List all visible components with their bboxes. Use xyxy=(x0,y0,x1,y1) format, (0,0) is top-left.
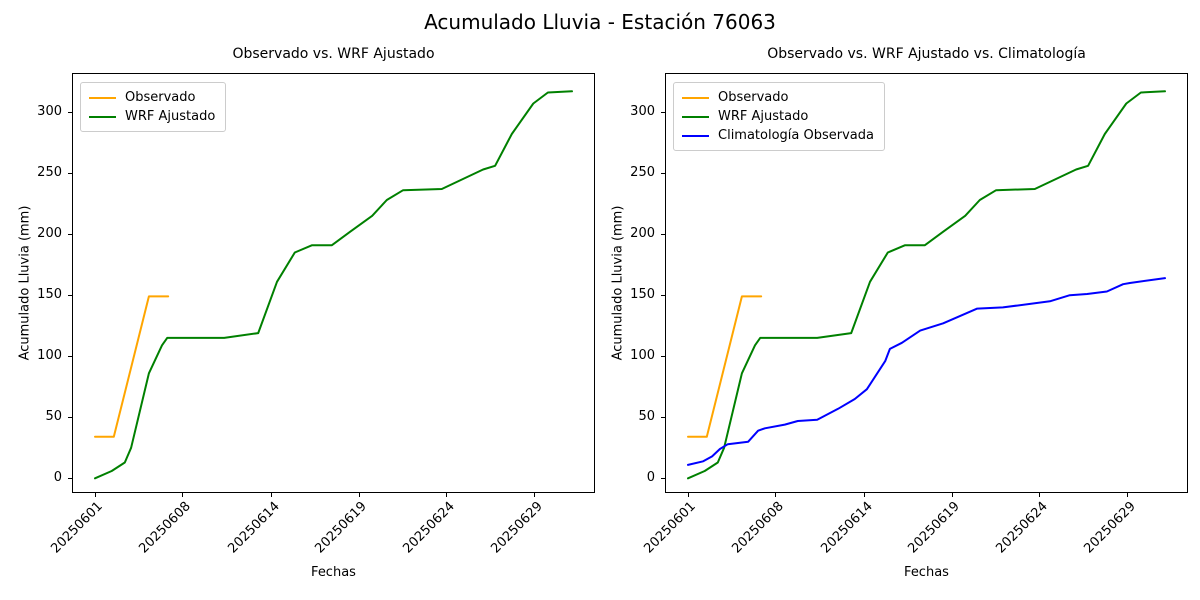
y-tick-label: 200 xyxy=(630,226,655,242)
series-line-climatolog-a-observada xyxy=(687,277,1166,466)
y-tick-label: 50 xyxy=(45,409,62,425)
y-tick-mark xyxy=(661,172,665,174)
left-subplot: Observado vs. WRF Ajustado Acumulado Llu… xyxy=(18,46,595,580)
y-tick-mark xyxy=(661,111,665,113)
y-tick-mark xyxy=(661,355,665,357)
y-tick-label: 250 xyxy=(630,165,655,181)
y-tick-mark xyxy=(68,477,72,479)
series-line-wrf-ajustado xyxy=(94,90,573,480)
y-tick-mark xyxy=(68,233,72,235)
legend-entry: WRF Ajustado xyxy=(682,107,874,126)
x-tick-label: 20250629 xyxy=(488,499,546,557)
legend-label: Observado xyxy=(125,90,196,105)
series-line-observado xyxy=(94,295,170,438)
x-tick-mark xyxy=(1127,493,1129,497)
legend-entry: Observado xyxy=(89,88,215,107)
legend-line-swatch xyxy=(682,115,709,118)
x-tick-label: 20250619 xyxy=(905,499,963,557)
x-tick-mark xyxy=(864,493,866,497)
x-tick-mark xyxy=(182,493,184,497)
x-tick-mark xyxy=(94,493,96,497)
legend-entry: Climatología Observada xyxy=(682,126,874,145)
y-tick-mark xyxy=(68,111,72,113)
x-tick-label: 20250608 xyxy=(136,499,194,557)
y-tick-mark xyxy=(68,172,72,174)
y-tick-label: 0 xyxy=(53,470,62,486)
right-x-axis-label: Fechas xyxy=(904,565,949,580)
y-tick-label: 50 xyxy=(638,409,655,425)
left-x-axis-label: Fechas xyxy=(311,565,356,580)
right-subplot: Observado vs. WRF Ajustado vs. Climatolo… xyxy=(611,46,1188,580)
y-tick-label: 150 xyxy=(630,287,655,303)
x-tick-mark xyxy=(775,493,777,497)
x-tick-mark xyxy=(951,493,953,497)
right-legend: Observado WRF Ajustado Climatología Observ… xyxy=(673,82,885,151)
x-tick-label: 20250601 xyxy=(48,499,106,557)
y-tick-label: 150 xyxy=(37,287,62,303)
y-tick-label: 100 xyxy=(37,348,62,364)
left-plot-lines xyxy=(94,90,573,480)
y-tick-label: 300 xyxy=(37,104,62,120)
x-tick-label: 20250608 xyxy=(729,499,787,557)
x-tick-label: 20250614 xyxy=(225,499,283,557)
legend-label: WRF Ajustado xyxy=(718,109,809,124)
left-subplot-title: Observado vs. WRF Ajustado xyxy=(232,46,435,62)
x-tick-mark xyxy=(1039,493,1041,497)
x-tick-label: 20250624 xyxy=(993,499,1051,557)
x-tick-mark xyxy=(687,493,689,497)
y-tick-mark xyxy=(661,294,665,296)
y-tick-label: 100 xyxy=(630,348,655,364)
right-subplot-title: Observado vs. WRF Ajustado vs. Climatolo… xyxy=(767,46,1086,62)
y-tick-mark xyxy=(661,416,665,418)
y-tick-mark xyxy=(68,416,72,418)
x-tick-label: 20250601 xyxy=(641,499,699,557)
series-line-wrf-ajustado xyxy=(687,90,1166,480)
y-tick-mark xyxy=(661,477,665,479)
x-tick-label: 20250619 xyxy=(312,499,370,557)
y-tick-label: 300 xyxy=(630,104,655,120)
x-tick-label: 20250614 xyxy=(818,499,876,557)
right-plot-lines xyxy=(687,90,1166,480)
y-tick-label: 250 xyxy=(37,165,62,181)
x-tick-mark xyxy=(358,493,360,497)
y-tick-mark xyxy=(661,233,665,235)
y-tick-label: 0 xyxy=(646,470,655,486)
legend-label: Observado xyxy=(718,90,789,105)
series-line-observado xyxy=(687,295,763,438)
legend-line-swatch xyxy=(682,134,709,137)
legend-label: WRF Ajustado xyxy=(125,109,216,124)
x-tick-mark xyxy=(446,493,448,497)
legend-line-swatch xyxy=(682,96,709,99)
legend-entry: Observado xyxy=(682,88,874,107)
figure-title: Acumulado Lluvia - Estación 76063 xyxy=(424,10,776,34)
y-tick-mark xyxy=(68,294,72,296)
legend-line-swatch xyxy=(89,115,116,118)
y-tick-label: 200 xyxy=(37,226,62,242)
x-tick-label: 20250624 xyxy=(400,499,458,557)
legend-label: Climatología Observada xyxy=(718,128,874,143)
legend-line-swatch xyxy=(89,96,116,99)
y-tick-mark xyxy=(68,355,72,357)
legend-entry: WRF Ajustado xyxy=(89,107,215,126)
x-tick-mark xyxy=(534,493,536,497)
left-legend: Observado WRF Ajustado xyxy=(80,82,227,132)
x-tick-mark xyxy=(271,493,273,497)
x-tick-label: 20250629 xyxy=(1081,499,1139,557)
